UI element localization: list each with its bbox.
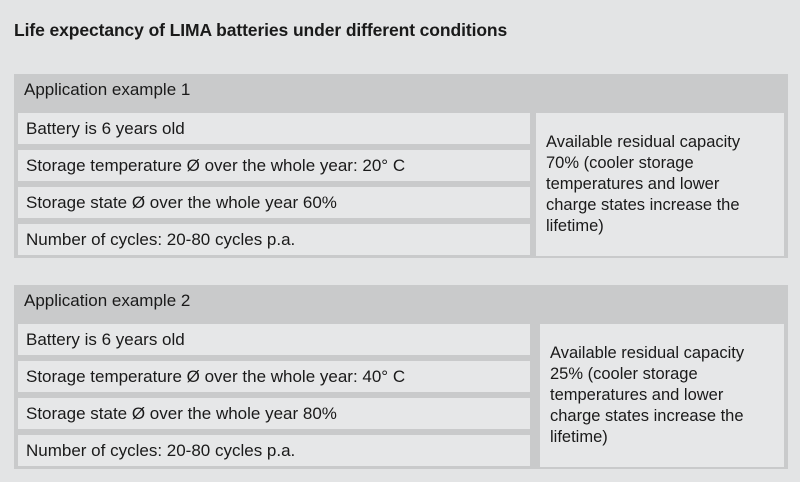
condition-row: Number of cycles: 20-80 cycles p.a. [18, 224, 530, 255]
example-heading: Application example 2 [24, 291, 191, 310]
result-text: Available residual capacity 25% (cooler … [550, 344, 745, 446]
condition-row: Storage state Ø over the whole year 80% [18, 398, 530, 429]
condition-row: Number of cycles: 20-80 cycles p.a. [18, 435, 530, 466]
application-example-1: Application example 1 Battery is 6 years… [14, 74, 788, 258]
condition-row: Storage temperature Ø over the whole yea… [18, 361, 530, 392]
condition-row: Battery is 6 years old [18, 324, 530, 355]
page-title: Life expectancy of LIMA batteries under … [14, 20, 508, 40]
example-heading: Application example 1 [24, 80, 191, 99]
residual-capacity-result: Available residual capacity 25% (cooler … [540, 324, 784, 467]
application-example-2: Application example 2 Battery is 6 years… [14, 285, 788, 469]
condition-row: Battery is 6 years old [18, 113, 530, 144]
residual-capacity-result: Available residual capacity 70% (cooler … [536, 113, 784, 256]
condition-row: Storage temperature Ø over the whole yea… [18, 150, 530, 181]
condition-row: Storage state Ø over the whole year 60% [18, 187, 530, 218]
result-text: Available residual capacity 70% (cooler … [546, 133, 741, 235]
